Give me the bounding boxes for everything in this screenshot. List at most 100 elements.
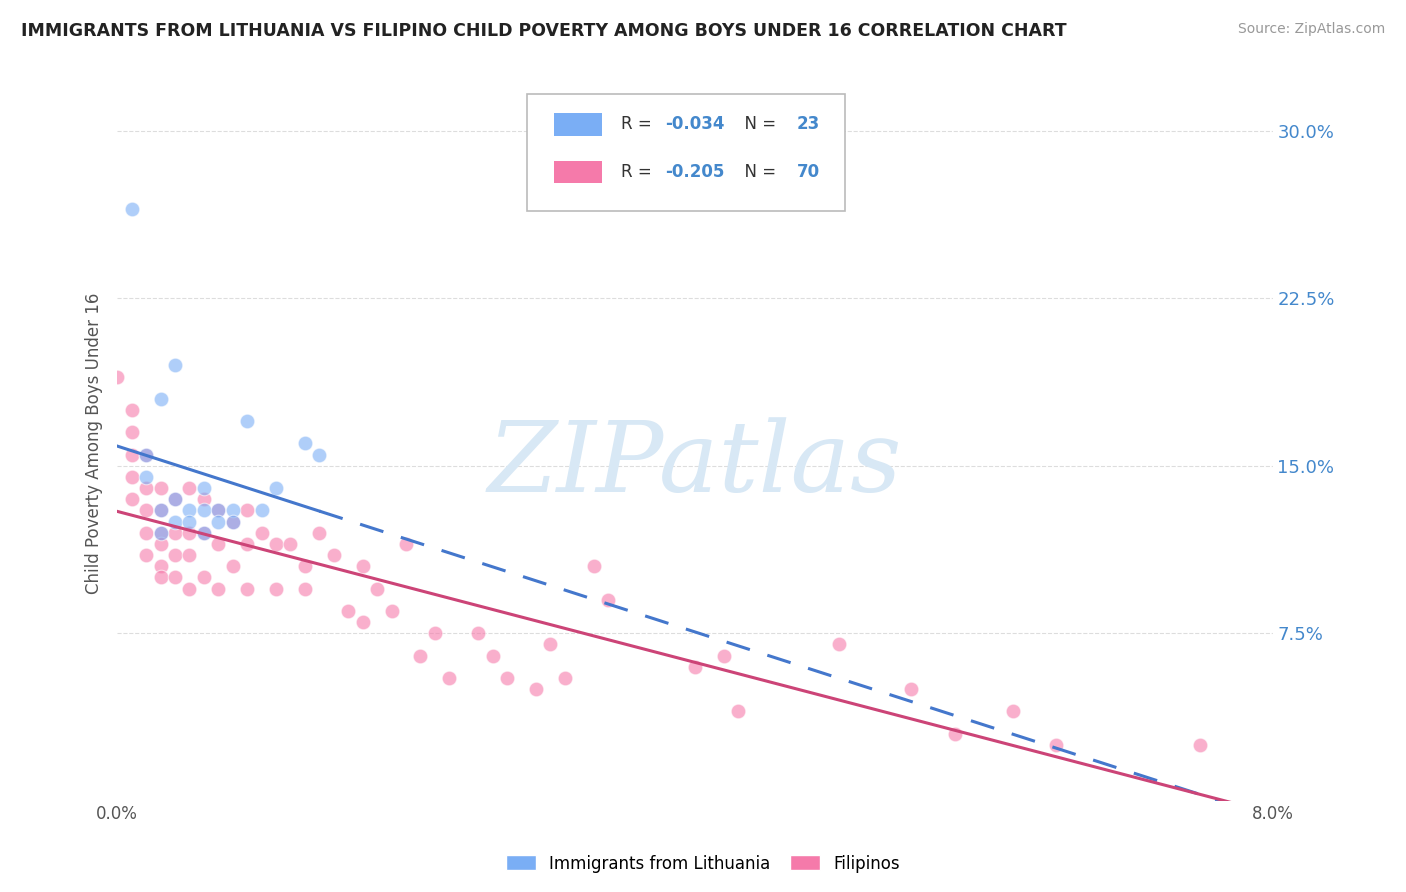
Point bbox=[264, 537, 287, 551]
Point bbox=[352, 559, 374, 574]
Point bbox=[1045, 738, 1067, 752]
Point bbox=[308, 448, 330, 462]
Point bbox=[121, 492, 143, 507]
Point bbox=[121, 470, 143, 484]
Point bbox=[193, 570, 215, 584]
Point bbox=[439, 671, 461, 685]
Point bbox=[250, 525, 273, 540]
Point bbox=[943, 726, 966, 740]
Point bbox=[121, 448, 143, 462]
Point bbox=[423, 626, 446, 640]
Point bbox=[149, 503, 172, 517]
Text: N =: N = bbox=[734, 115, 782, 133]
Point bbox=[1189, 738, 1212, 752]
Text: -0.205: -0.205 bbox=[665, 163, 724, 181]
Point bbox=[236, 537, 259, 551]
Text: R =: R = bbox=[621, 163, 657, 181]
Point bbox=[207, 582, 229, 596]
Point bbox=[135, 448, 157, 462]
Point bbox=[193, 525, 215, 540]
FancyBboxPatch shape bbox=[554, 112, 602, 136]
Point bbox=[121, 202, 143, 216]
Point bbox=[163, 548, 186, 562]
Point bbox=[264, 582, 287, 596]
Point bbox=[149, 525, 172, 540]
Point bbox=[828, 637, 851, 651]
Text: IMMIGRANTS FROM LITHUANIA VS FILIPINO CHILD POVERTY AMONG BOYS UNDER 16 CORRELAT: IMMIGRANTS FROM LITHUANIA VS FILIPINO CH… bbox=[21, 22, 1067, 40]
Point bbox=[149, 481, 172, 495]
Point bbox=[352, 615, 374, 629]
Point bbox=[149, 503, 172, 517]
Point bbox=[121, 403, 143, 417]
Point bbox=[683, 659, 706, 673]
Point bbox=[366, 582, 388, 596]
Point bbox=[163, 570, 186, 584]
Point bbox=[294, 559, 316, 574]
Point bbox=[179, 548, 201, 562]
Point bbox=[481, 648, 503, 663]
Point bbox=[179, 503, 201, 517]
Point bbox=[409, 648, 432, 663]
Point bbox=[135, 448, 157, 462]
Point bbox=[193, 525, 215, 540]
Point bbox=[467, 626, 489, 640]
Point bbox=[207, 503, 229, 517]
Text: N =: N = bbox=[734, 163, 782, 181]
Text: 70: 70 bbox=[797, 163, 820, 181]
Point bbox=[222, 515, 245, 529]
Point bbox=[179, 515, 201, 529]
Point bbox=[207, 515, 229, 529]
Point bbox=[179, 481, 201, 495]
Point bbox=[538, 637, 561, 651]
Point bbox=[135, 503, 157, 517]
Point bbox=[163, 515, 186, 529]
Point bbox=[236, 503, 259, 517]
Point bbox=[496, 671, 519, 685]
Text: ZIPatlas: ZIPatlas bbox=[488, 417, 903, 513]
Point bbox=[163, 525, 186, 540]
Point bbox=[222, 515, 245, 529]
Point bbox=[179, 525, 201, 540]
Point bbox=[598, 592, 620, 607]
Point bbox=[149, 570, 172, 584]
Point bbox=[1001, 704, 1024, 718]
Point bbox=[149, 559, 172, 574]
Point bbox=[280, 537, 302, 551]
Text: 23: 23 bbox=[797, 115, 820, 133]
Text: Source: ZipAtlas.com: Source: ZipAtlas.com bbox=[1237, 22, 1385, 37]
Y-axis label: Child Poverty Among Boys Under 16: Child Poverty Among Boys Under 16 bbox=[86, 293, 103, 594]
Point bbox=[727, 704, 749, 718]
Point bbox=[294, 436, 316, 450]
Point bbox=[395, 537, 418, 551]
Point bbox=[149, 537, 172, 551]
Point bbox=[135, 525, 157, 540]
Point bbox=[294, 582, 316, 596]
Point bbox=[524, 681, 547, 696]
Text: -0.034: -0.034 bbox=[665, 115, 724, 133]
Point bbox=[163, 492, 186, 507]
Point bbox=[250, 503, 273, 517]
Point bbox=[322, 548, 344, 562]
Point bbox=[179, 582, 201, 596]
Point bbox=[236, 582, 259, 596]
Point bbox=[149, 392, 172, 406]
Point bbox=[900, 681, 922, 696]
Point bbox=[135, 548, 157, 562]
Point bbox=[135, 470, 157, 484]
Legend: Immigrants from Lithuania, Filipinos: Immigrants from Lithuania, Filipinos bbox=[499, 848, 907, 880]
FancyBboxPatch shape bbox=[527, 94, 845, 211]
Point bbox=[193, 492, 215, 507]
Point bbox=[105, 369, 128, 384]
Point bbox=[135, 481, 157, 495]
Point bbox=[207, 503, 229, 517]
Point bbox=[163, 359, 186, 373]
Point bbox=[554, 671, 576, 685]
Point bbox=[582, 559, 605, 574]
Point bbox=[264, 481, 287, 495]
Point bbox=[222, 503, 245, 517]
Point bbox=[193, 481, 215, 495]
Point bbox=[149, 525, 172, 540]
Point bbox=[381, 604, 404, 618]
Point bbox=[207, 537, 229, 551]
Point bbox=[193, 503, 215, 517]
